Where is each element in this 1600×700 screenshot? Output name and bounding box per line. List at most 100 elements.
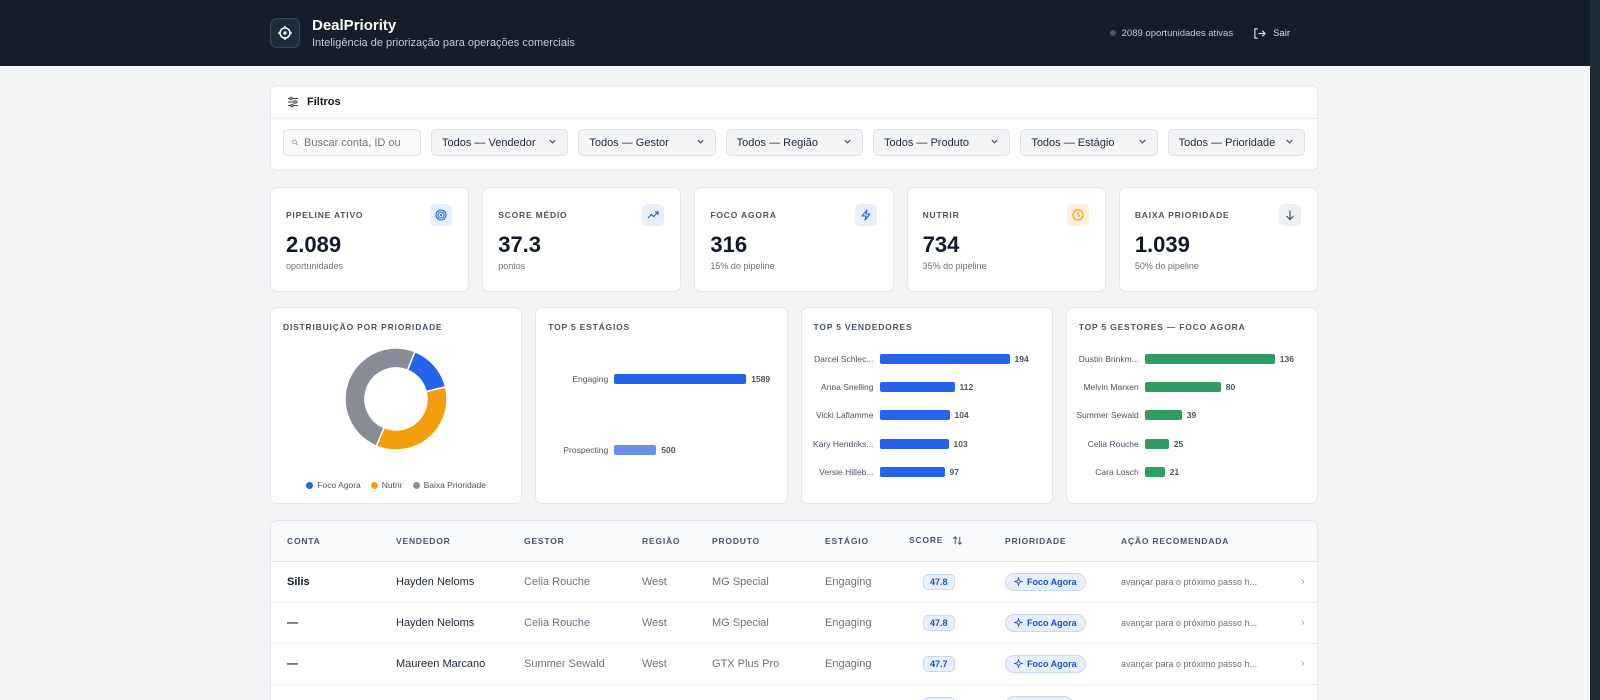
kpi-score-medio: SCORE MÉDIO 37.3 pontos: [482, 187, 682, 292]
cell-expand[interactable]: ›: [1291, 643, 1317, 685]
chevron-down-icon: [696, 137, 705, 149]
chevron-right-icon[interactable]: ›: [1301, 616, 1305, 629]
kpi-label: FOCO AGORA: [710, 210, 777, 220]
filter-produto-select[interactable]: Todos — Produto: [872, 129, 1011, 156]
cell-expand[interactable]: ›: [1291, 602, 1317, 644]
score-badge: 47.7: [923, 655, 955, 672]
bar[interactable]: [879, 354, 1010, 364]
chevron-down-icon: [1138, 137, 1147, 149]
col-vendedor[interactable]: VENDEDOR: [386, 521, 514, 562]
table-row[interactable]: 0Foco Agora: [271, 684, 1317, 700]
select-value: Todos — Gestor: [589, 136, 669, 149]
col-estagio[interactable]: ESTÁGIO: [815, 521, 899, 562]
bar[interactable]: [879, 467, 945, 477]
bar[interactable]: [614, 374, 747, 384]
bar[interactable]: [1144, 354, 1275, 364]
kpi-foco-agora: FOCO AGORA 316 15% do pipeline: [694, 187, 894, 292]
cell-vendedor: [386, 684, 514, 700]
donut-slice-nutrir[interactable]: [375, 385, 448, 451]
col-score-label: SCORE: [909, 535, 944, 546]
bar[interactable]: [879, 439, 949, 449]
col-produto[interactable]: PRODUTO: [702, 521, 815, 562]
bar-value: 39: [1186, 410, 1197, 420]
donut-slice-baixa-prioridade[interactable]: [344, 347, 416, 448]
filter-prioridade-select[interactable]: Todos — Prioridade: [1167, 129, 1305, 156]
col-prioridade[interactable]: PRIORIDADE: [995, 521, 1111, 562]
col-expand: [1291, 521, 1317, 562]
bar-row: Melvin Marxen 80: [1067, 376, 1317, 398]
cell-produto: GTX Plus Pro: [702, 643, 815, 685]
kpi-label: PIPELINE ATIVO: [286, 210, 364, 220]
bar[interactable]: [1144, 467, 1165, 477]
bar-row: Prospecting 500: [536, 439, 786, 461]
page-scrollbar[interactable]: [1590, 0, 1600, 700]
filter-vendedor-select[interactable]: Todos — Vendedor: [431, 129, 569, 156]
chevron-right-icon[interactable]: ›: [1301, 657, 1305, 670]
table-row[interactable]: — Hayden Neloms Celia Rouche West MG Special…: [271, 602, 1317, 644]
legend-dot-icon: [412, 481, 420, 489]
cell-vendedor: Maureen Marcano: [386, 643, 514, 685]
bar[interactable]: [1144, 410, 1182, 420]
chevron-right-icon[interactable]: ›: [1301, 575, 1305, 588]
cell-prioridade: Foco Agora: [995, 602, 1111, 644]
col-acao[interactable]: AÇÃO RECOMENDADA: [1111, 521, 1291, 562]
search-input[interactable]: [304, 136, 412, 149]
bar-row: Summer Sewald 39: [1067, 404, 1317, 426]
kpi-value: 1.039: [1134, 232, 1190, 257]
sort-icon[interactable]: [952, 535, 963, 546]
filter-regiao-select[interactable]: Todos — Região: [725, 129, 863, 156]
cell-regiao: West: [632, 643, 702, 685]
cell-acao: avançar para o próximo passo h...: [1111, 561, 1291, 603]
bar-value: 112: [959, 382, 974, 392]
bar-value: 194: [1014, 354, 1029, 364]
filter-gestor-select[interactable]: Todos — Gestor: [578, 129, 716, 156]
chart-title: TOP 5 VENDEDORES: [813, 322, 913, 332]
trending-up-icon: [642, 204, 665, 226]
legend-label: Foco Agora: [317, 480, 361, 490]
cell-expand[interactable]: ›: [1291, 561, 1317, 603]
bar[interactable]: [879, 382, 955, 392]
cell-score: 47.8: [899, 602, 995, 644]
cell-acao: avançar para o próximo passo h...: [1111, 602, 1291, 644]
col-regiao[interactable]: REGIÃO: [632, 521, 702, 562]
cell-score: 0: [899, 684, 995, 700]
col-score[interactable]: SCORE: [899, 521, 995, 562]
status-text: 2089 oportunidades ativas: [1121, 27, 1234, 39]
cell-expand[interactable]: [1291, 684, 1317, 700]
cell-conta: —: [271, 643, 386, 685]
bar-row: Celia Rouche 25: [1067, 433, 1317, 455]
cell-prioridade: Foco Agora: [995, 684, 1111, 700]
logout-button[interactable]: Sair: [1253, 27, 1290, 40]
bar[interactable]: [614, 445, 657, 455]
kpi-pipeline-ativo: PIPELINE ATIVO 2.089 oportunidades: [270, 187, 470, 292]
table-row[interactable]: Silis Hayden Neloms Celia Rouche West MG Spe…: [271, 561, 1317, 603]
bar-row: Vicki Laflamme 104: [802, 404, 1052, 426]
cell-vendedor: Hayden Neloms: [386, 561, 514, 603]
logout-icon: [1254, 27, 1267, 39]
search-box[interactable]: [283, 129, 421, 156]
bar-row: Engaging 1589: [536, 368, 786, 390]
bar[interactable]: [1144, 382, 1221, 392]
filter-estagio-select[interactable]: Todos — Estágio: [1020, 129, 1158, 156]
cell-regiao: West: [632, 561, 702, 603]
bar-row: Kary Hendriks... 103: [802, 433, 1052, 455]
bar[interactable]: [1144, 439, 1169, 449]
kpi-sub: 35% do pipeline: [922, 261, 987, 271]
bar-label: Cara Losch: [1095, 466, 1139, 477]
bar-value: 104: [954, 410, 969, 420]
kpi-value: 2.089: [286, 232, 342, 257]
clock-icon: [1066, 204, 1089, 226]
kpi-sub: oportunidades: [286, 261, 344, 271]
score-badge: 47.8: [923, 573, 955, 590]
kpi-value: 37.3: [498, 232, 542, 257]
bar-value: 103: [953, 439, 968, 449]
cell-conta: Silis: [271, 561, 386, 603]
priority-label: Foco Agora: [1027, 617, 1077, 628]
kpi-sub: pontos: [498, 261, 526, 271]
bar[interactable]: [879, 410, 950, 420]
col-gestor[interactable]: GESTOR: [514, 521, 632, 562]
legend-item: Baixa Prioridade: [412, 480, 486, 490]
col-conta[interactable]: CONTA: [271, 521, 386, 562]
table-row[interactable]: — Maureen Marcano Summer Sewald West GTX Plu…: [271, 643, 1317, 685]
cell-gestor: [514, 684, 632, 700]
